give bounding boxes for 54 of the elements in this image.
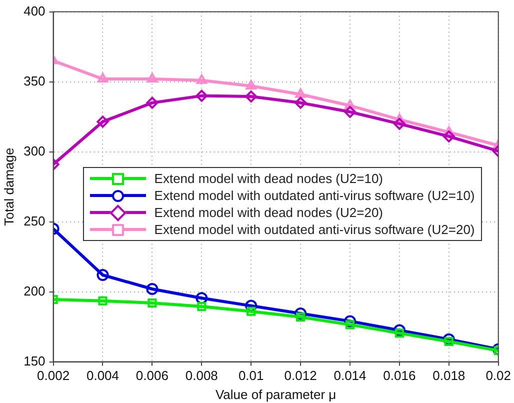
point (245, 90, 258, 102)
point (394, 328, 404, 338)
y-tick-label: 150 (24, 353, 46, 368)
point (294, 96, 307, 109)
point (393, 324, 406, 336)
point (98, 296, 108, 306)
point (344, 100, 356, 110)
point (442, 130, 455, 142)
point (196, 90, 208, 102)
point (96, 269, 109, 281)
point (442, 333, 455, 346)
legend-label: Extend model with outdated anti-virus software (U2=20) (154, 222, 475, 237)
point (394, 114, 405, 124)
legend-label: Extend model with dead nodes (U2=10) (154, 170, 384, 186)
point (246, 306, 256, 316)
y-tick-label: 350 (24, 73, 46, 88)
point (146, 96, 158, 109)
y-tick-label: 400 (24, 3, 46, 18)
x-tick-label: 0.02 (486, 368, 512, 384)
point (296, 312, 306, 322)
point (146, 73, 158, 82)
point (344, 106, 356, 118)
point (197, 302, 206, 312)
x-tick-label: 0.008 (185, 368, 218, 384)
point (245, 300, 258, 312)
x-tick-label: 0.014 (334, 368, 366, 384)
x-tick-label: 0.01 (238, 368, 264, 384)
x-axis-title: Value of parameter μ (215, 386, 336, 402)
y-tick-label: 200 (24, 283, 46, 298)
point (444, 126, 454, 136)
point (97, 73, 108, 82)
point (196, 292, 208, 304)
x-tick-label: 0.006 (136, 368, 168, 384)
point (444, 336, 454, 346)
y-axis-title: Total damage (1, 148, 16, 226)
point (393, 118, 406, 130)
point (146, 283, 158, 295)
x-tick-label: 0.018 (432, 368, 466, 384)
legend-label: Extend model with dead nodes (U2=20) (154, 204, 384, 220)
point (344, 315, 356, 328)
point (345, 320, 355, 330)
point (196, 74, 207, 84)
point (96, 116, 109, 128)
point (294, 308, 307, 320)
x-tick-label: 0.004 (86, 368, 120, 384)
y-tick-label: 250 (24, 213, 46, 228)
x-tick-label: 0.002 (37, 368, 70, 384)
x-tick-label: 0.016 (383, 368, 416, 384)
point (148, 298, 157, 308)
y-tick-label: 300 (24, 143, 46, 158)
x-tick-label: 0.012 (284, 368, 317, 384)
point (246, 80, 256, 90)
legend-label: Extend model with outdated anti-virus software (U2=10) (154, 188, 475, 203)
point (295, 88, 306, 98)
